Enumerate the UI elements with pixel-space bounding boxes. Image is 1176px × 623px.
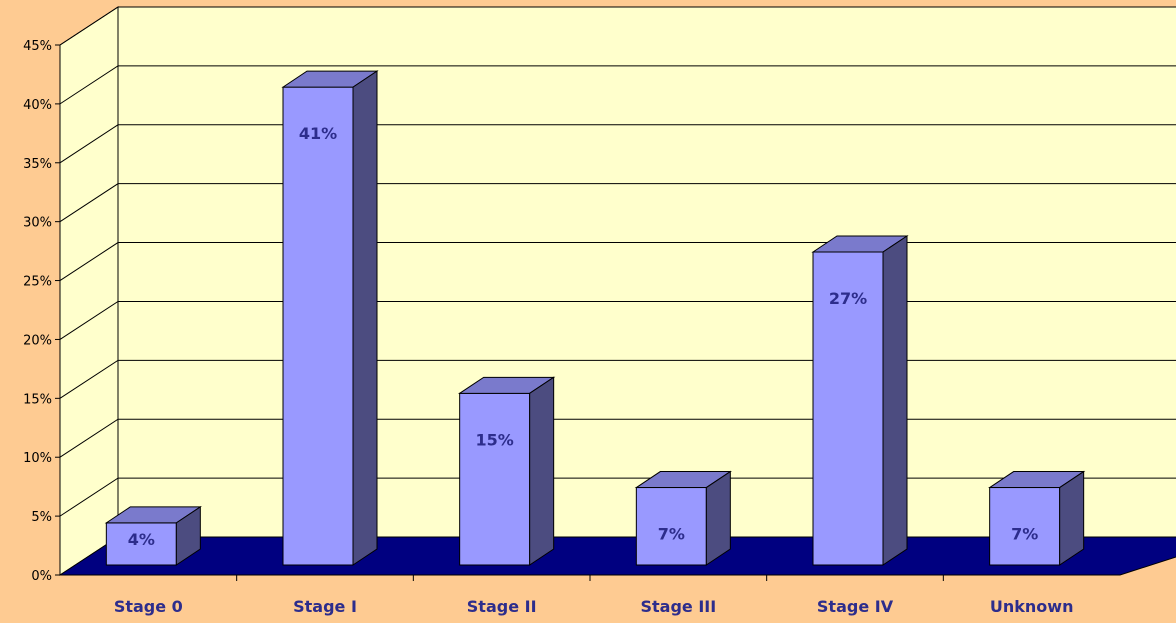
bar-side (705, 470, 731, 566)
side-wall (59, 6, 119, 576)
gridline (59, 124, 1176, 164)
y-tick-label: 35% (23, 157, 52, 172)
bars: 4% 41% 15% 7% 27% 7% (104, 70, 1086, 566)
x-axis-labels: Stage 0 Stage I Stage II Stage III Stage IV U… (114, 597, 1074, 616)
bar-side (529, 376, 555, 566)
x-tick-label: Unknown (990, 597, 1074, 616)
data-label: 7% (658, 525, 685, 544)
bar-side (882, 235, 908, 566)
y-tick-label: 45% (23, 39, 52, 54)
x-tick-label: Stage 0 (114, 597, 183, 616)
y-tick-label: 30% (23, 216, 52, 231)
data-label: 4% (128, 530, 155, 549)
bar-front (812, 251, 884, 566)
y-tick-label: 25% (23, 275, 52, 290)
bar-stage-0: 4% (104, 505, 202, 566)
y-tick-label: 10% (23, 451, 52, 466)
data-label: 41% (299, 124, 337, 143)
gridline (59, 6, 1176, 46)
x-tick-label: Stage IV (817, 597, 894, 616)
bar-front (105, 522, 177, 566)
x-tick-label: Stage III (640, 597, 716, 616)
data-label: 27% (829, 289, 867, 308)
y-axis-labels: 0% 5% 10% 15% 20% 25% 30% 35% 40% 45% (23, 39, 52, 584)
bar-front (282, 86, 354, 566)
data-label: 7% (1011, 525, 1038, 544)
y-tick-label: 5% (31, 510, 52, 525)
bar-front (459, 392, 531, 566)
bar-stage-ii: 15% (458, 376, 556, 566)
bar-stage-i: 41% (281, 70, 379, 566)
y-tick-label: 20% (23, 333, 52, 348)
gridline (59, 65, 1176, 105)
bar-side (1059, 470, 1085, 566)
data-label: 15% (476, 430, 514, 449)
x-tick-label: Stage II (467, 597, 537, 616)
axes (55, 44, 1120, 581)
x-tick-label: Stage I (293, 597, 357, 616)
back-wall (117, 6, 1176, 538)
y-tick-label: 0% (31, 569, 52, 584)
bar-stage-iii: 7% (634, 470, 732, 566)
chart-walls (59, 6, 1176, 576)
bar-side (175, 505, 201, 566)
bar-side (352, 70, 378, 566)
y-tick-label: 15% (23, 392, 52, 407)
y-tick-label: 40% (23, 98, 52, 113)
bar-unknown: 7% (988, 470, 1086, 566)
gridline (59, 183, 1176, 223)
bar-stage-iv: 27% (811, 235, 909, 566)
